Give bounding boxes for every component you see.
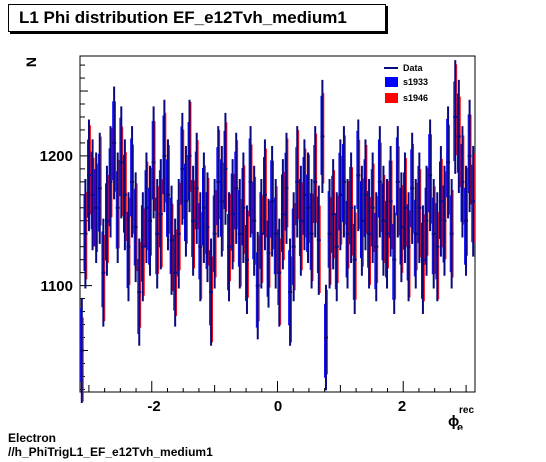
legend-s1946-swatch: [385, 93, 398, 103]
y-axis-label: N: [23, 57, 39, 67]
y-tick-label-1100: 1100: [40, 278, 73, 295]
x-axis-label-sub: e: [457, 422, 463, 430]
footer-line-1: Electron: [8, 431, 57, 445]
footer-line-2: //h_PhiTrigL1_EF_e12Tvh_medium1: [8, 445, 213, 459]
legend-s1933-label: s1933: [403, 77, 428, 87]
legend-s1933-swatch: [385, 77, 398, 87]
x-axis-label-sup: rec: [459, 405, 474, 416]
x-tick-label-2: 2: [398, 398, 406, 415]
data-points: [79, 60, 476, 404]
chart-title: L1 Phi distribution EF_e12Tvh_medium1: [19, 8, 347, 27]
x-tick-label-neg2: -2: [147, 398, 160, 415]
x-tick-label-0: 0: [274, 398, 282, 415]
legend-data-label: Data: [403, 63, 424, 73]
legend-s1946-label: s1946: [403, 93, 428, 103]
x-axis-label: ϕ: [448, 413, 459, 430]
footer: Electron //h_PhiTrigL1_EF_e12Tvh_medium1: [8, 431, 213, 459]
chart-area: 1200 1100 -2 0 2 N ϕ rec e Data s1933 s1…: [23, 55, 476, 430]
legend: Data s1933 s1946: [384, 63, 428, 103]
y-tick-label-1200: 1200: [40, 148, 73, 165]
title-box: L1 Phi distribution EF_e12Tvh_medium1: [8, 4, 386, 32]
